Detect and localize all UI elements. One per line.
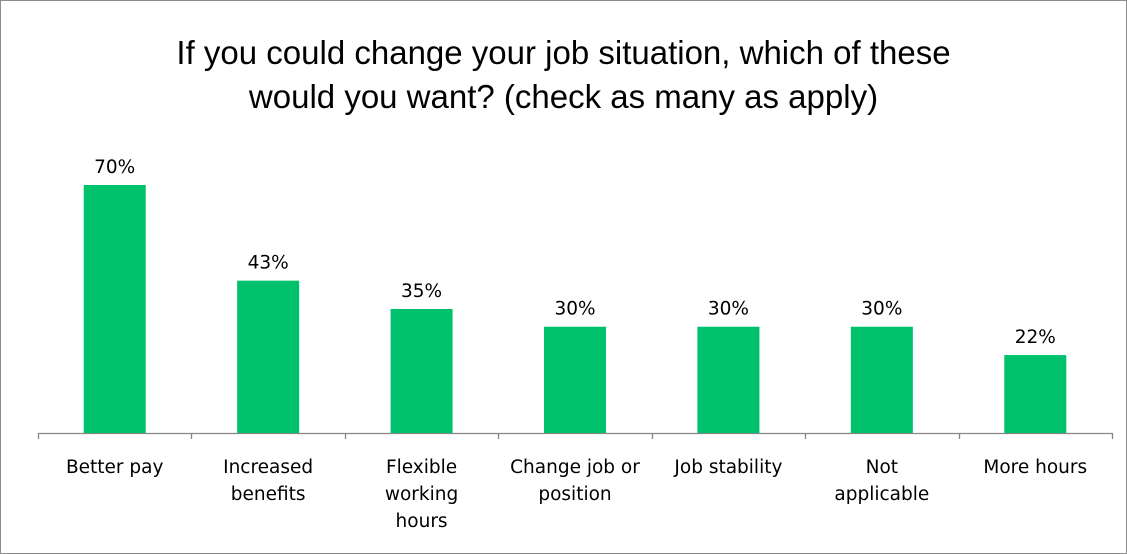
category-label-line: position — [538, 484, 612, 505]
bar — [1004, 355, 1067, 433]
category-label-line: More hours — [983, 457, 1088, 478]
data-label: 35% — [401, 281, 442, 302]
bar — [390, 309, 453, 433]
data-label: 30% — [861, 299, 902, 320]
chart-title-line-2: would you want? (check as many as apply) — [248, 78, 879, 115]
category-label: Flexible working hours — [347, 454, 497, 535]
data-label: 43% — [248, 253, 289, 274]
chart-title-line-1: If you could change your job situation, … — [176, 34, 951, 71]
category-label-line: Flexible — [385, 457, 458, 478]
category-label: Change job or position — [500, 454, 650, 508]
category-label-line: Better pay — [65, 457, 164, 478]
data-label: 22% — [1015, 327, 1056, 348]
category-label: Not applicable — [807, 454, 957, 508]
category-label: Job stability — [653, 454, 803, 481]
data-label: 30% — [708, 299, 749, 320]
category-label: More hours — [960, 454, 1110, 481]
data-label: 30% — [554, 299, 595, 320]
category-label-line: Not — [865, 457, 899, 478]
category-label: Better pay — [40, 454, 190, 481]
bar — [237, 280, 300, 433]
bar — [697, 326, 760, 433]
category-label-line: working — [384, 484, 459, 505]
bar — [850, 326, 913, 433]
category-label-line: Increased — [223, 457, 314, 478]
chart-title: If you could change your job situation, … — [1, 31, 1126, 119]
category-label: Increased benefits — [193, 454, 343, 508]
category-label-line: benefits — [230, 484, 306, 505]
category-label-line: hours — [395, 511, 448, 532]
data-label: 70% — [94, 157, 135, 178]
category-label-line: Change job or — [510, 457, 640, 478]
bar — [83, 185, 146, 433]
category-label-line: Job stability — [674, 457, 783, 478]
bar — [544, 326, 606, 433]
category-label-line: applicable — [834, 484, 930, 505]
